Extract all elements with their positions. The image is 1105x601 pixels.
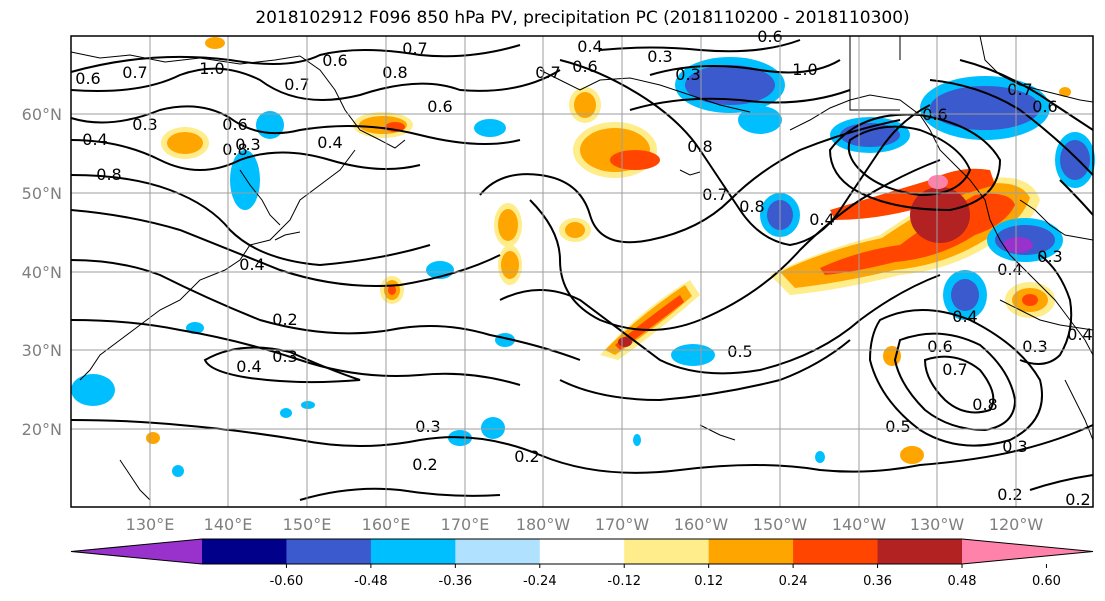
colorbar-segment <box>455 539 541 564</box>
contour-label: 0.7 <box>942 360 967 379</box>
longitude-label: 170°W <box>595 515 650 534</box>
colorbar-tick-label: 0.48 <box>948 574 977 589</box>
contour-label: 0.6 <box>75 69 100 88</box>
contour-label: 0.3 <box>1037 247 1062 266</box>
colorbar-tick-label: -0.60 <box>270 574 304 589</box>
contour-label: 0.2 <box>1065 490 1090 509</box>
colorbar-segment <box>624 539 710 564</box>
longitude-label: 170°E <box>441 515 490 534</box>
colorbar-tick-label: -0.48 <box>354 574 388 589</box>
contour-label: 0.7 <box>122 63 147 82</box>
latitude-label: 30°N <box>22 341 62 360</box>
contour-label: 0.5 <box>885 417 910 436</box>
colorbar-tick-label: 0.24 <box>779 574 808 589</box>
contour-label: 0.7 <box>535 63 560 82</box>
contour-label: 0.2 <box>272 310 297 329</box>
contour-label: 0.4 <box>317 133 342 152</box>
colorbar-outline <box>70 538 1094 565</box>
contour-label: 0.3 <box>1022 337 1047 356</box>
colorbar-segment <box>793 539 879 564</box>
contour-label: 0.8 <box>382 63 407 82</box>
contour-label: 0.6 <box>927 337 952 356</box>
contour-label: 0.3 <box>675 65 700 84</box>
contour-label: 0.3 <box>647 47 672 66</box>
contour-label: 0.8 <box>96 165 121 184</box>
coastlines <box>70 35 1094 501</box>
contour-label: 0.4 <box>236 357 261 376</box>
contour-label: 0.7 <box>702 185 727 204</box>
contour-label: 0.8 <box>972 395 997 414</box>
contour-label: 0.7 <box>402 39 427 58</box>
latitude-label: 20°N <box>22 420 62 439</box>
contour-label: 0.6 <box>222 115 247 134</box>
longitude-label: 160°W <box>674 515 729 534</box>
contour-label: 0.4 <box>809 210 834 229</box>
contour-label: 0.6 <box>427 97 452 116</box>
colorbar-segment <box>370 539 456 564</box>
longitude-label: 130°W <box>910 515 965 534</box>
latitude-label: 50°N <box>22 184 62 203</box>
contour-label: 0.2 <box>514 447 539 466</box>
contour-label: 0.4 <box>1067 325 1092 344</box>
longitude-label: 150°W <box>753 515 808 534</box>
contour-label: 0.3 <box>272 347 297 366</box>
colorbar-segment <box>539 539 625 564</box>
longitude-label: 150°E <box>283 515 332 534</box>
colorbar-tick-label: 0.36 <box>863 574 892 589</box>
contour-label: 0.3 <box>132 115 157 134</box>
contour-label: 0.8 <box>739 197 764 216</box>
longitude-label: 160°E <box>362 515 411 534</box>
map-title: 2018102912 F096 850 hPa PV, precipitatio… <box>255 8 910 28</box>
latitude-label: 40°N <box>22 263 62 282</box>
colorbar-segment <box>877 539 963 564</box>
longitude-label: 120°W <box>989 515 1044 534</box>
contour-label: 0.3 <box>1002 437 1027 456</box>
colorbar: -0.60 -0.48 -0.36 -0.24 -0.12 0.12 0.24 0.36 0.4… <box>70 538 1094 589</box>
contour-label: 0.6 <box>572 57 597 76</box>
latitude-labels: 60°N 50°N 40°N 30°N 20°N <box>22 105 62 439</box>
pv-contours <box>70 39 1094 501</box>
contour-label: 0.4 <box>239 255 264 274</box>
latitude-label: 60°N <box>22 105 62 124</box>
contour-label: 0.6 <box>322 51 347 70</box>
contour-label: 0.4 <box>82 130 107 149</box>
colorbar-tick-label: 0.60 <box>1032 574 1061 589</box>
longitude-label: 180°W <box>516 515 571 534</box>
longitude-label: 130°E <box>126 515 175 534</box>
contour-label: 0.5 <box>727 342 752 361</box>
contour-label: 1.0 <box>199 59 224 78</box>
colorbar-segment <box>286 539 372 564</box>
contour-label: 0.7 <box>1007 80 1032 99</box>
contour-label: 0.4 <box>952 307 977 326</box>
colorbar-extend-max <box>962 539 1093 564</box>
contour-label: 0.2 <box>412 455 437 474</box>
colorbar-segment <box>202 539 287 564</box>
contour-label: 0.6 <box>1032 97 1057 116</box>
longitude-labels: 130°E 140°E 150°E 160°E 170°E 180°W 170°W 160°W… <box>126 515 1044 534</box>
colorbar-tick-label: -0.24 <box>523 574 557 589</box>
map-frame <box>70 35 1094 508</box>
contour-label: 0.2 <box>997 485 1022 504</box>
contour-label: 0.3 <box>235 135 260 154</box>
colorbar-segment <box>708 539 794 564</box>
contour-label: 0.8 <box>222 140 247 159</box>
contour-label: 0.8 <box>687 137 712 156</box>
contour-labels: 0.6 0.7 1.00.70.60.80.70.40.60.30.60.31.00… <box>75 27 1092 509</box>
colorbar-tick-label: -0.36 <box>439 574 473 589</box>
contour-label: 1.0 <box>792 60 817 79</box>
graticule <box>71 36 1093 507</box>
colorbar-extend-min <box>71 539 202 564</box>
longitude-label: 140°W <box>832 515 887 534</box>
colorbar-tick-label: 0.12 <box>694 574 723 589</box>
contour-label: 0.3 <box>415 417 440 436</box>
contour-label: 0.7 <box>284 75 309 94</box>
contour-label: 0.4 <box>577 37 602 56</box>
colorbar-tick-label: -0.12 <box>607 574 641 589</box>
contour-label: 0.4 <box>997 260 1022 279</box>
longitude-label: 140°E <box>204 515 253 534</box>
